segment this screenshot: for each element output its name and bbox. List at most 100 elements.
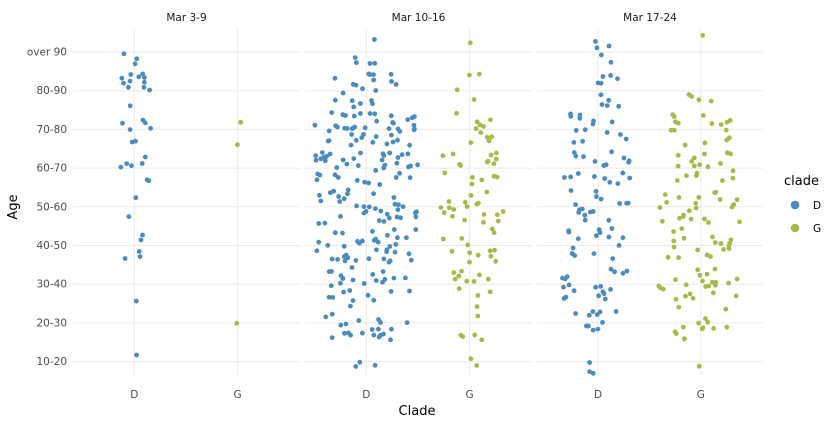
data-point-d xyxy=(373,206,378,212)
data-point-d xyxy=(133,195,139,201)
data-point-d xyxy=(360,86,365,92)
data-point-d xyxy=(318,156,324,162)
data-point-d xyxy=(591,251,597,256)
data-point-d xyxy=(373,88,379,93)
data-point-d xyxy=(378,208,384,214)
data-point-d xyxy=(593,284,598,290)
data-point-d xyxy=(581,154,586,160)
data-point-d xyxy=(349,265,355,270)
data-point-d xyxy=(617,201,623,206)
data-point-g xyxy=(684,173,689,179)
data-point-d xyxy=(393,175,399,180)
data-point-d xyxy=(408,163,413,169)
data-point-d xyxy=(608,59,614,65)
data-point-g xyxy=(468,140,474,146)
data-point-d xyxy=(350,277,356,283)
data-point-d xyxy=(340,112,346,118)
data-point-g xyxy=(485,158,491,164)
data-point-d xyxy=(613,309,619,314)
data-point-d xyxy=(376,334,382,340)
data-point-d xyxy=(396,202,401,208)
data-point-d xyxy=(594,233,599,239)
data-point-d xyxy=(313,157,319,163)
data-point-g xyxy=(728,151,733,157)
data-point-d xyxy=(373,278,379,283)
data-point-g xyxy=(494,212,500,218)
data-point-d xyxy=(375,239,381,245)
data-point-g xyxy=(493,258,499,264)
data-point-d xyxy=(342,330,347,336)
data-point-g xyxy=(475,313,481,319)
data-point-d xyxy=(588,209,593,215)
data-point-d xyxy=(389,79,394,84)
y-tick-label: 10-20 xyxy=(36,356,67,368)
data-point-d xyxy=(356,318,362,323)
data-point-d xyxy=(386,215,392,221)
data-point-d xyxy=(121,51,127,57)
data-point-d xyxy=(124,161,130,167)
data-point-g xyxy=(472,332,478,338)
data-point-d xyxy=(341,196,347,202)
y-axis-title: Age xyxy=(6,194,21,219)
data-point-d xyxy=(391,275,397,281)
data-point-g xyxy=(702,140,708,146)
data-point-d xyxy=(572,253,578,258)
data-point-g xyxy=(721,247,726,252)
data-point-d xyxy=(620,235,626,241)
data-point-d xyxy=(381,256,387,262)
data-point-d xyxy=(146,178,152,184)
data-point-d xyxy=(322,220,328,226)
data-point-g xyxy=(726,135,732,141)
data-point-d xyxy=(609,119,615,125)
data-point-d xyxy=(593,39,598,44)
data-point-d xyxy=(330,295,336,300)
data-point-d xyxy=(391,227,397,232)
data-point-d xyxy=(387,258,393,264)
data-point-d xyxy=(127,127,133,132)
data-point-g xyxy=(462,217,467,223)
data-point-d xyxy=(407,288,412,294)
data-point-d xyxy=(580,138,585,144)
data-point-g xyxy=(484,134,490,140)
data-point-d xyxy=(312,122,318,128)
data-point-d xyxy=(388,337,393,343)
data-point-d xyxy=(329,110,335,115)
data-point-d xyxy=(354,178,360,183)
data-point-d xyxy=(598,80,604,86)
data-point-d xyxy=(405,151,411,157)
data-point-d xyxy=(599,102,605,107)
data-point-d xyxy=(380,269,386,274)
data-point-g xyxy=(440,153,446,159)
data-point-g xyxy=(702,151,707,157)
data-point-d xyxy=(571,140,577,145)
data-point-d xyxy=(570,245,576,251)
data-point-d xyxy=(140,232,145,238)
data-point-d xyxy=(403,275,408,281)
data-point-g xyxy=(713,189,719,195)
data-point-g xyxy=(476,71,482,77)
data-point-d xyxy=(608,73,613,78)
data-point-d xyxy=(136,74,142,80)
data-point-g xyxy=(474,201,480,207)
data-point-d xyxy=(604,103,610,108)
data-point-g xyxy=(673,277,678,283)
data-point-d xyxy=(378,320,383,325)
data-point-g xyxy=(495,218,501,224)
data-point-g xyxy=(673,296,679,302)
data-point-d xyxy=(404,235,409,241)
data-point-d xyxy=(586,323,591,329)
legend-title: clade xyxy=(784,174,819,189)
data-point-d xyxy=(372,37,377,42)
data-point-d xyxy=(413,214,419,220)
data-point-g xyxy=(438,205,444,211)
data-point-d xyxy=(388,289,394,294)
data-point-d xyxy=(340,90,346,96)
data-point-g xyxy=(447,205,452,211)
data-point-d xyxy=(616,243,622,248)
data-point-g xyxy=(492,247,497,253)
data-point-g xyxy=(238,119,244,125)
data-point-d xyxy=(590,327,596,333)
data-point-d xyxy=(608,266,614,272)
data-point-d xyxy=(596,293,601,299)
data-point-d xyxy=(374,118,380,124)
